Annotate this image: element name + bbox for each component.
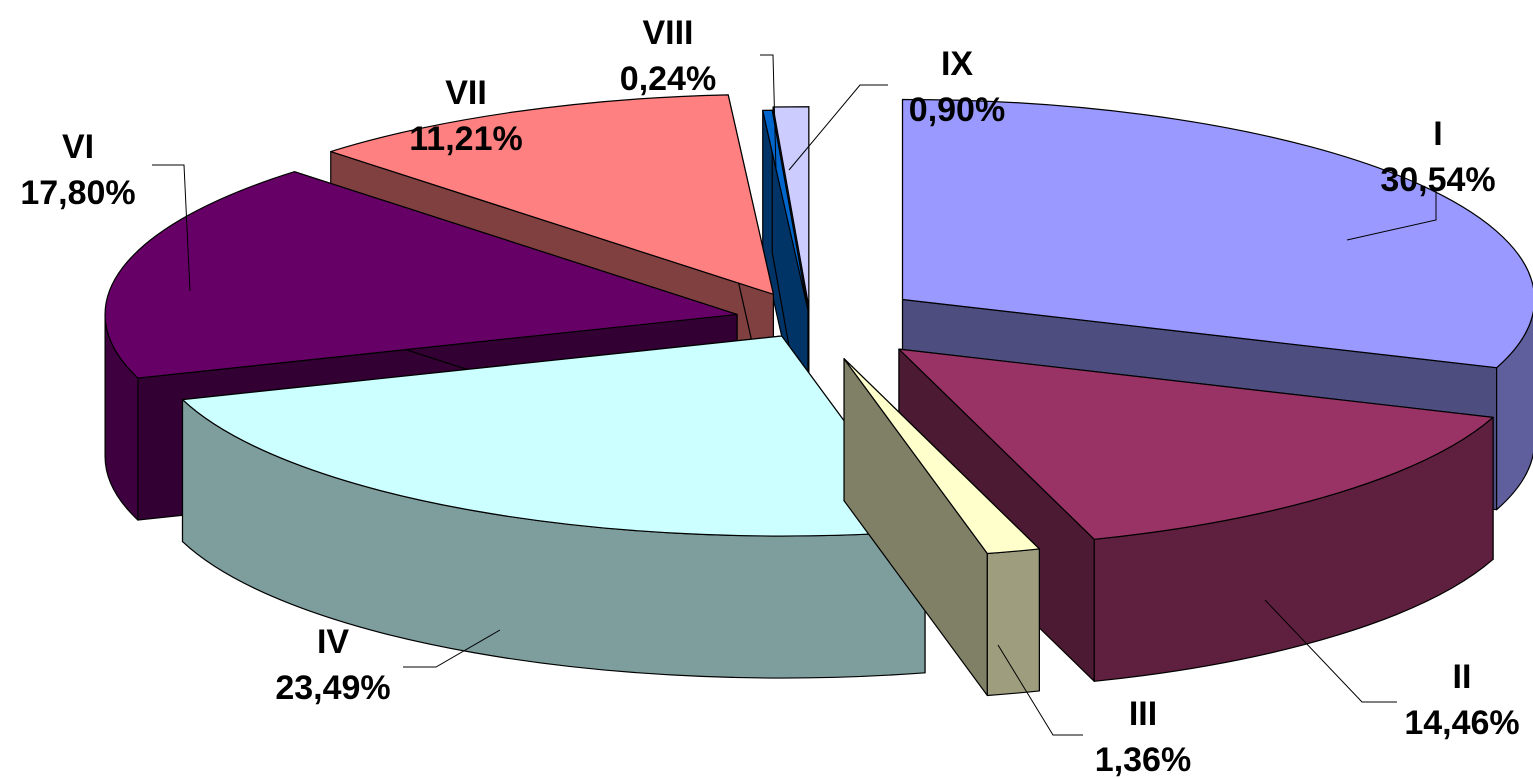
slice-name-VIII: VIII [642, 14, 693, 52]
slice-name-I: I [1433, 115, 1442, 153]
leader-line-I [1346, 190, 1437, 241]
data-label-IX: IX 0,90% [909, 45, 1005, 129]
slice-VI-top [104, 171, 738, 379]
slice-value-VII: 11,21% [409, 120, 522, 158]
leader-line-III [997, 644, 1083, 736]
slice-IV [181, 335, 926, 679]
slice-value-III: 1,36% [1095, 741, 1191, 778]
slice-III [843, 358, 1040, 697]
slice-VIII-top [762, 109, 809, 311]
slice-name-VII: VII [445, 74, 487, 112]
slice-value-VIII: 0,24% [620, 60, 716, 98]
slice-II [898, 348, 1494, 682]
slice-value-II: 14,46% [1404, 704, 1519, 742]
slice-name-VI: VI [62, 128, 94, 166]
slice-value-IX: 0,90% [909, 91, 1005, 129]
data-label-III: III 1,36% [1095, 695, 1191, 778]
data-label-VI: VI 17,80% [20, 128, 135, 212]
slice-value-VI: 17,80% [20, 174, 135, 212]
slice-IV-top [181, 335, 926, 537]
slice-value-I: 30,54% [1380, 161, 1495, 199]
leaders-layer [152, 54, 1437, 736]
slice-VII-top [330, 94, 775, 295]
slice-name-IX: IX [941, 45, 973, 83]
slice-III-top [843, 358, 1040, 555]
leader-line-II [1264, 599, 1397, 703]
slice-value-IV: 23,49% [275, 669, 390, 707]
slice-name-III: III [1129, 695, 1157, 733]
leader-line-IV [403, 629, 501, 668]
slice-name-II: II [1453, 658, 1472, 696]
leader-line-IX [788, 84, 888, 171]
data-label-VIII: VIII 0,24% [620, 14, 716, 98]
slice-III-outer-wall [986, 548, 1040, 697]
data-label-VII: VII 11,21% [409, 74, 522, 158]
slice-II-top [898, 348, 1494, 540]
data-label-IV: IV 23,49% [275, 623, 390, 707]
leader-line-VI [152, 164, 191, 292]
data-label-II: II 14,46% [1404, 658, 1519, 742]
leader-line-VIII [760, 54, 777, 171]
slice-name-IV: IV [317, 623, 349, 661]
slices-layer [104, 94, 1533, 697]
data-label-I: I 30,54% [1380, 115, 1495, 199]
labels-layer: I30,54%II14,46%III1,36%IV23,49%VI17,80%V… [20, 14, 1519, 778]
